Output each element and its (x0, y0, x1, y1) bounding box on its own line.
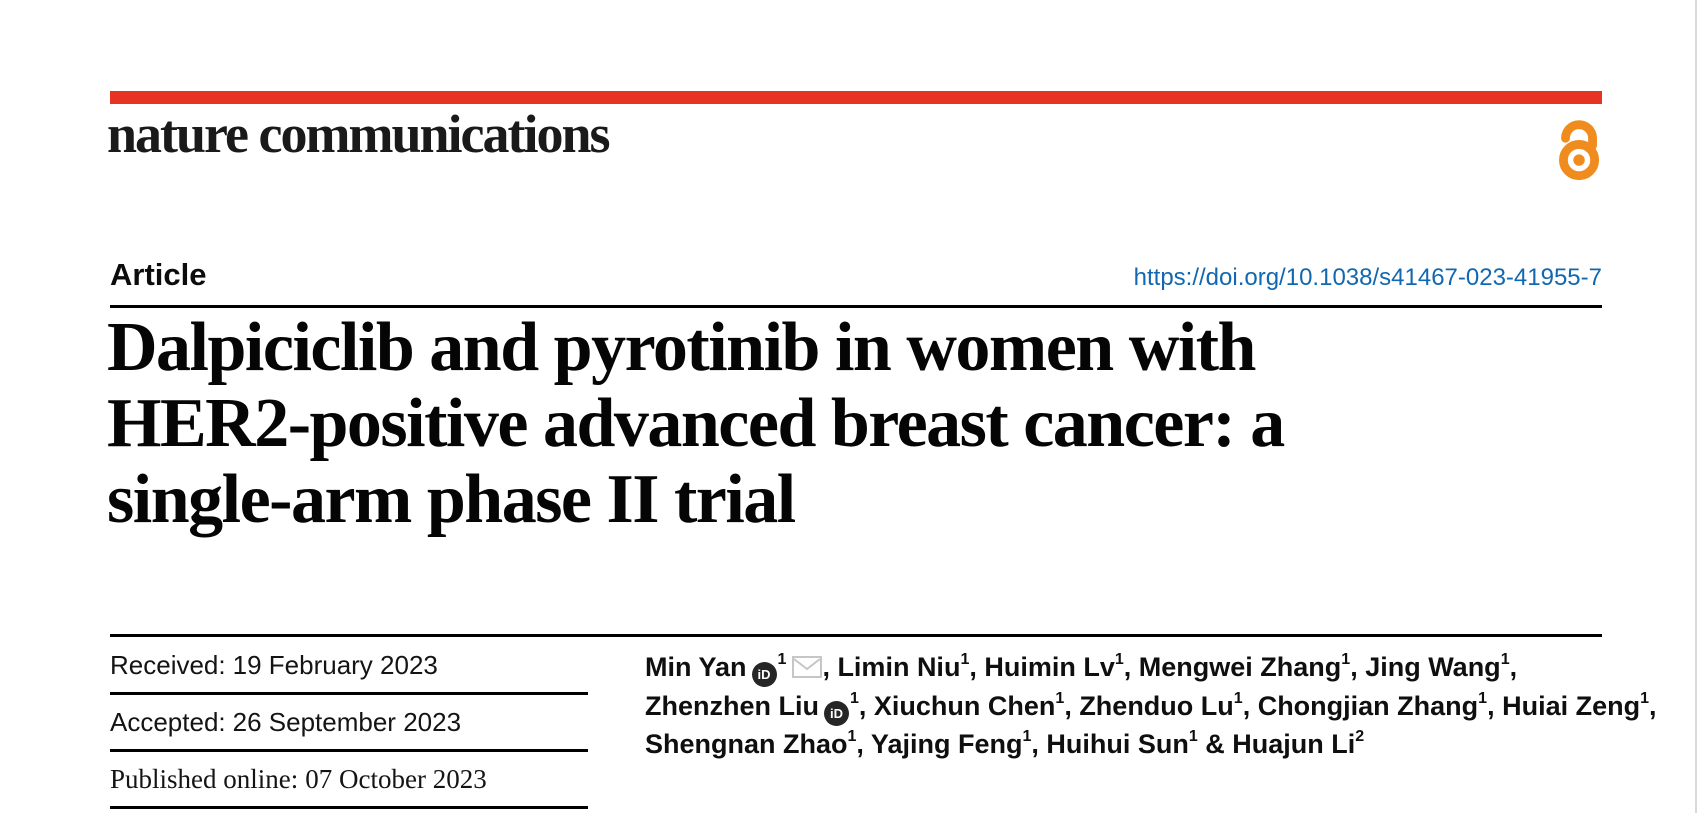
published-row: Published online: 07 October 2023 (110, 752, 588, 809)
affiliation-superscript: 1 (1233, 690, 1243, 707)
header-rule (110, 305, 1602, 308)
affiliation-superscript: 1 (1055, 690, 1065, 707)
article-type-label: Article (110, 257, 207, 292)
author-list: Min Yan iD1, Limin Niu1, Huimin Lv1, Meng… (645, 649, 1657, 763)
open-access-icon (1559, 120, 1600, 181)
author-line: Shengnan Zhao1, Yajing Feng1, Huihui Sun… (645, 726, 1605, 763)
author-text: , Mengwei Zhang (1123, 652, 1342, 682)
author-text: , Zhenduo Lu (1064, 691, 1234, 721)
accepted-value: 26 September 2023 (232, 706, 462, 737)
affiliation-superscript: 1 (1478, 690, 1488, 707)
accepted-row: Accepted: 26 September 2023 (110, 695, 588, 752)
received-label: Received: (110, 649, 226, 680)
title-line-1: Dalpiciclib and pyrotinib in women with (107, 309, 1256, 386)
author-line: Min Yan iD1, Limin Niu1, Huimin Lv1, Meng… (645, 649, 1605, 688)
received-value: 19 February 2023 (232, 649, 438, 680)
affiliation-superscript: 1 (847, 728, 857, 745)
affiliation-superscript: 1 (849, 690, 859, 707)
title-line-3: single-arm phase II trial (107, 461, 796, 538)
received-row: Received: 19 February 2023 (110, 638, 588, 695)
author-text: , Jing Wang (1350, 652, 1501, 682)
author-text: & Huajun Li (1197, 729, 1356, 759)
article-title: Dalpiciclib and pyrotinib in women with … (107, 309, 1285, 538)
published-value: 07 October 2023 (305, 763, 487, 794)
orcid-icon[interactable]: iD (751, 662, 777, 687)
title-line-2: HER2-positive advanced breast cancer: a (107, 385, 1285, 462)
affiliation-superscript: 1 (1341, 651, 1351, 668)
author-text: Min Yan (645, 652, 747, 682)
author-text: , Huiai Zeng (1487, 691, 1641, 721)
affiliation-superscript: 1 (1500, 651, 1510, 668)
author-text: , Huihui Sun (1031, 729, 1189, 759)
email-icon[interactable] (792, 651, 823, 688)
affiliation-superscript: 1 (1022, 728, 1032, 745)
author-text: , Xiuchun Chen (858, 691, 1056, 721)
journal-logo: nature communications (107, 104, 611, 164)
author-text: , Limin Niu (822, 652, 961, 682)
author-text: Zhenzhen Liu (645, 691, 819, 721)
orcid-icon[interactable]: iD (823, 701, 849, 726)
affiliation-superscript: 1 (1114, 651, 1124, 668)
doi-link[interactable]: https://doi.org/10.1038/s41467-023-41955… (1133, 264, 1602, 291)
author-text: , (1509, 652, 1518, 682)
author-text: , Huimin Lv (969, 652, 1115, 682)
accepted-label: Accepted: (110, 706, 226, 737)
published-label: Published online: (110, 763, 299, 794)
affiliation-superscript: 1 (1188, 728, 1198, 745)
author-line: Zhenzhen Liu iD1, Xiuchun Chen1, Zhenduo … (645, 688, 1657, 726)
section-rule (110, 634, 1602, 637)
author-text: , (1649, 691, 1657, 721)
page-right-edge (1695, 0, 1697, 813)
article-dates: Received: 19 February 2023 Accepted: 26 … (110, 638, 588, 809)
affiliation-superscript: 2 (1355, 728, 1365, 745)
affiliation-superscript: 1 (1640, 690, 1649, 707)
author-text: , Yajing Feng (856, 729, 1023, 759)
masthead-red-rule (110, 91, 1602, 104)
affiliation-superscript: 1 (777, 651, 787, 668)
affiliation-superscript: 1 (960, 651, 970, 668)
author-text: Shengnan Zhao (645, 729, 848, 759)
author-text: , Chongjian Zhang (1242, 691, 1479, 721)
